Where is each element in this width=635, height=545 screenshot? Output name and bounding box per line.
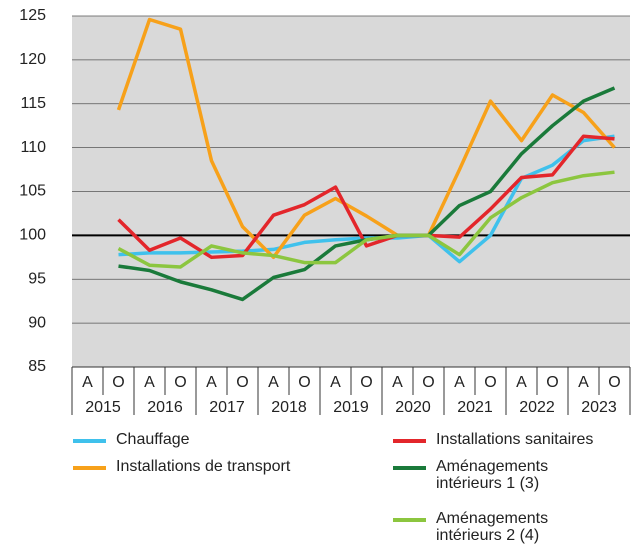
year-label: 2022: [519, 399, 555, 416]
x-tick-label: O: [546, 374, 558, 391]
x-tick-label: A: [206, 374, 217, 391]
y-tick-label: 100: [19, 227, 46, 244]
year-label: 2016: [147, 399, 183, 416]
year-label: 2015: [85, 399, 121, 416]
y-tick-label: 125: [19, 7, 46, 24]
x-tick-label: A: [268, 374, 279, 391]
legend-entry: Aménagements intérieurs 1 (3): [436, 458, 549, 492]
y-tick-label: 85: [28, 358, 46, 375]
year-label: 2019: [333, 399, 369, 416]
x-tick-label: O: [484, 374, 496, 391]
year-label: 2020: [395, 399, 431, 416]
legend-entry: Installations de transport: [116, 458, 291, 475]
x-tick-label: A: [516, 374, 527, 391]
x-tick-label: A: [454, 374, 465, 391]
legend-entry: Chauffage: [116, 431, 190, 448]
y-tick-label: 115: [20, 95, 46, 112]
y-tick-label: 95: [28, 270, 46, 287]
x-tick-label: O: [608, 374, 620, 391]
y-tick-label: 105: [19, 183, 46, 200]
x-tick-label: A: [82, 374, 93, 391]
legend-label: Installations sanitaires: [436, 431, 594, 448]
legend-entry: Installations sanitaires: [436, 431, 594, 448]
series-line: [116, 17, 616, 260]
y-tick-label: 110: [20, 139, 46, 156]
legend-entry: Aménagements intérieurs 2 (4): [436, 510, 549, 544]
x-tick-label: O: [236, 374, 248, 391]
x-tick-label: O: [360, 374, 372, 391]
year-label: 2021: [457, 399, 493, 416]
x-tick-label: A: [578, 374, 589, 391]
x-tick-label: O: [174, 374, 186, 391]
y-tick-label: 90: [28, 314, 46, 331]
legend-label: Installations de transport: [116, 458, 291, 475]
x-tick-label: A: [330, 374, 341, 391]
legend-label: Chauffage: [116, 431, 190, 448]
series-line: [117, 170, 615, 269]
year-label: 2023: [581, 399, 617, 416]
x-tick-label: A: [392, 374, 403, 391]
year-label: 2017: [209, 399, 245, 416]
x-tick-label: A: [144, 374, 155, 391]
x-tick-label: O: [112, 374, 124, 391]
legend-label: Aménagements intérieurs 2 (4): [436, 510, 549, 544]
year-label: 2018: [271, 399, 307, 416]
x-tick-label: O: [298, 374, 310, 391]
x-tick-label: O: [422, 374, 434, 391]
legend-label: Aménagements intérieurs 1 (3): [436, 458, 549, 492]
y-tick-label: 120: [19, 51, 46, 68]
